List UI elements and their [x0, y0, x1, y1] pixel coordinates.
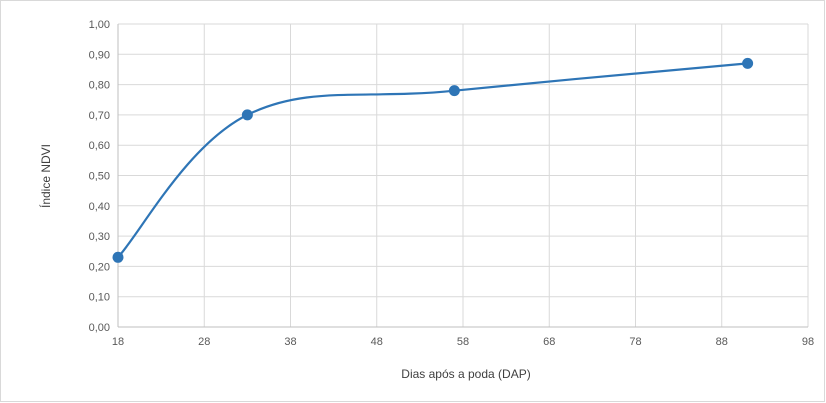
gridlines: [118, 23, 809, 327]
y-tick-label: 0,50: [89, 171, 110, 183]
y-tick-label: 0,70: [89, 110, 110, 122]
x-tick-label: 38: [284, 336, 296, 348]
x-tick-label: 98: [802, 336, 814, 348]
x-axis-title: Dias após a poda (DAP): [401, 367, 530, 381]
series-layer: [112, 57, 754, 263]
y-tick-label: 0,60: [89, 140, 110, 152]
y-tick-label: 0,00: [89, 322, 110, 334]
data-point: [448, 85, 460, 97]
x-tick-label: 58: [457, 336, 469, 348]
data-point: [112, 251, 124, 263]
y-axis-title: Índice NDVI: [38, 144, 53, 208]
y-tick-label: 1,00: [89, 19, 110, 31]
x-tick-label: 28: [198, 336, 210, 348]
data-point: [241, 109, 253, 121]
series-line: [117, 62, 748, 259]
data-point: [742, 57, 754, 69]
y-tick-label: 0,20: [89, 261, 110, 273]
axes: [117, 24, 808, 328]
x-tick-label: 88: [716, 336, 728, 348]
y-tick-label: 0,10: [89, 292, 110, 304]
y-tick-label: 0,40: [89, 201, 110, 213]
y-tick-label: 0,90: [89, 49, 110, 61]
x-tick-label: 48: [371, 336, 383, 348]
x-tick-label: 68: [543, 336, 555, 348]
tick-labels: 0,00 0,10 0,20 0,30 0,40 0,50 0,60 0,70 0,80 0,90…: [89, 19, 815, 348]
y-tick-label: 0,30: [89, 231, 110, 243]
y-tick-label: 0,80: [89, 80, 110, 92]
x-tick-label: 18: [112, 336, 124, 348]
x-tick-label: 78: [629, 336, 641, 348]
